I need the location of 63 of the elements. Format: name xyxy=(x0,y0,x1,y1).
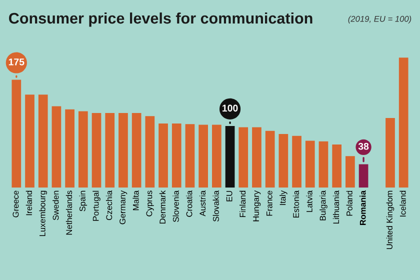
bar xyxy=(158,124,168,188)
bar xyxy=(132,113,142,188)
bar xyxy=(238,127,248,188)
bar xyxy=(305,140,315,188)
x-tick-label: Luxembourg xyxy=(39,190,47,236)
x-tick-label: Iceland xyxy=(400,190,406,216)
x-tick-label: Denmark xyxy=(159,190,166,224)
data-label: 38 xyxy=(358,142,369,150)
x-tick-label: Portugal xyxy=(92,190,100,221)
bar xyxy=(346,156,355,188)
x-tick-label: Finland xyxy=(239,190,246,218)
bar xyxy=(318,141,328,188)
bar xyxy=(25,94,34,188)
x-tick-label: France xyxy=(266,190,272,216)
bar xyxy=(252,127,262,188)
bar xyxy=(105,113,115,188)
x-tick-label: Slovenia xyxy=(172,190,179,222)
bar xyxy=(185,124,195,188)
bar xyxy=(225,126,235,188)
bar xyxy=(198,124,208,188)
bar xyxy=(358,164,368,188)
x-tick-label: Latvia xyxy=(306,190,312,212)
x-tick-label: Czechia xyxy=(106,190,112,220)
bar xyxy=(332,144,342,188)
x-tick-label: Netherlands xyxy=(66,190,72,235)
x-tick-label: Ireland xyxy=(26,190,32,216)
x-tick-label: Austria xyxy=(199,190,206,216)
x-tick-label: Spain xyxy=(79,190,88,212)
data-label: 175 xyxy=(8,58,24,66)
bar xyxy=(386,118,395,188)
x-tick-label: Bulgaria xyxy=(320,190,328,220)
chart-title: Consumer price levels for communication xyxy=(9,12,312,27)
bar xyxy=(265,130,275,188)
bar xyxy=(172,124,182,188)
bar xyxy=(78,111,88,188)
x-tick-label: Poland xyxy=(346,190,352,216)
bar xyxy=(12,80,22,188)
bar xyxy=(118,113,128,188)
bar xyxy=(65,109,74,188)
bar xyxy=(92,113,102,188)
chart-subtitle: (2019, EU = 100) xyxy=(348,16,412,24)
x-tick-label: Sweden xyxy=(52,190,59,220)
x-tick-label: Lithuania xyxy=(332,190,340,224)
bar xyxy=(278,134,288,188)
x-tick-label: Romania xyxy=(360,190,366,226)
x-tick-label: Germany xyxy=(120,190,128,224)
bar xyxy=(212,124,222,188)
data-label: 100 xyxy=(222,104,238,112)
x-tick-label: Cyprus xyxy=(146,190,154,216)
x-tick-label: Italy xyxy=(280,190,288,205)
x-tick-label: Slovakia xyxy=(212,190,219,222)
x-tick-label: United Kingdom xyxy=(386,190,394,250)
bar xyxy=(292,136,302,188)
x-tick-label: Croatia xyxy=(186,190,192,217)
bar xyxy=(145,116,155,188)
x-tick-label: Estonia xyxy=(292,190,300,218)
x-tick-label: Greece xyxy=(12,190,19,218)
bar xyxy=(398,58,408,188)
bar xyxy=(52,106,62,188)
x-tick-label: Malta xyxy=(132,190,139,210)
bar xyxy=(38,94,48,188)
x-tick-label: EU xyxy=(226,191,232,202)
x-tick-label: Hungary xyxy=(253,190,261,222)
